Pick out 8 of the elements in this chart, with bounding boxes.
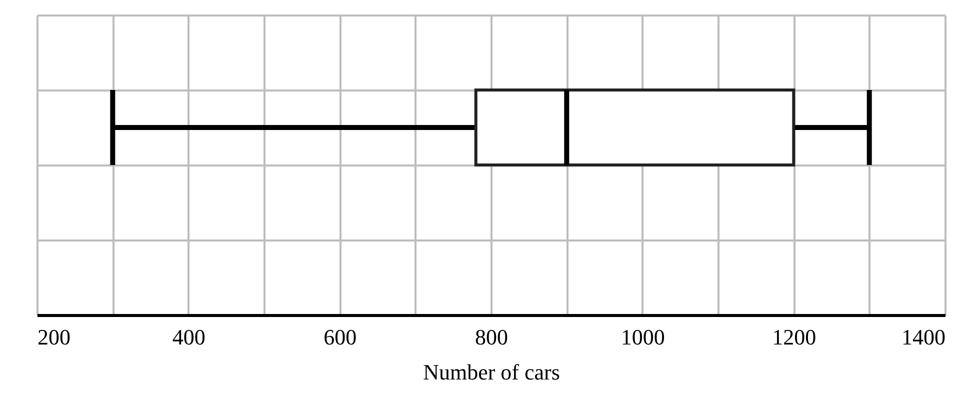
x-tick-label: 1400 xyxy=(902,324,946,350)
x-tick-label: 800 xyxy=(475,324,508,350)
x-axis-title: Number of cars xyxy=(423,360,560,384)
x-tick-label: 600 xyxy=(324,324,357,350)
x-tick-label: 400 xyxy=(172,324,206,350)
x-tick-label: 1000 xyxy=(620,324,665,350)
x-tick-label: 200 xyxy=(38,324,70,350)
x-tick-label: 1200 xyxy=(772,324,816,350)
